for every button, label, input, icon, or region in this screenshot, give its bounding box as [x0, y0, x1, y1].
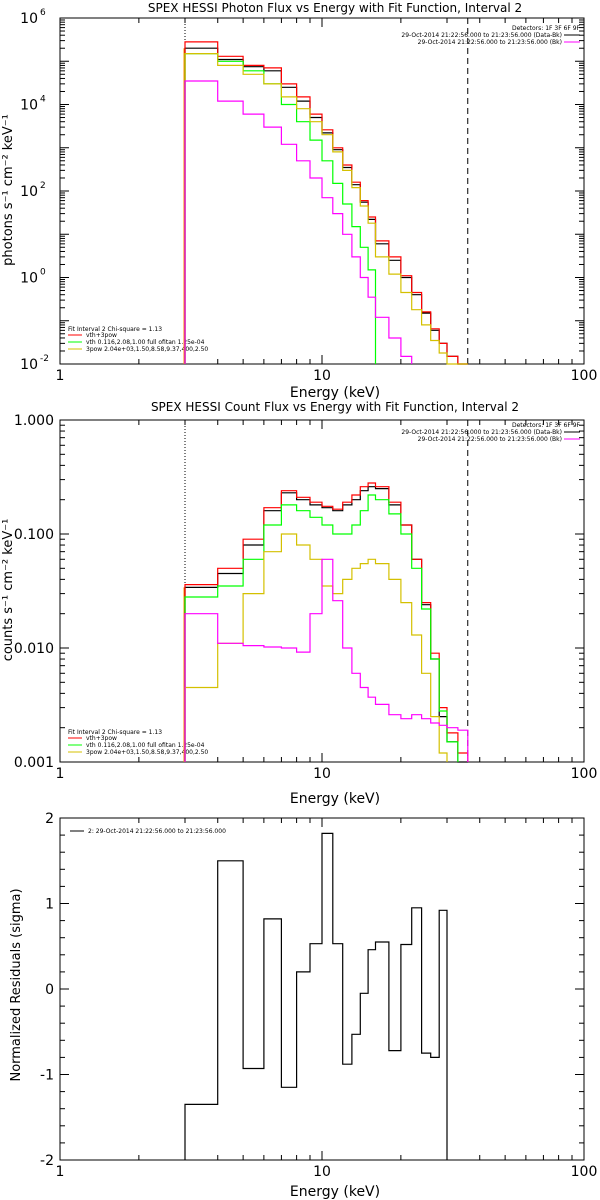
y-tick-label: -2: [40, 1153, 54, 1169]
series-bk: [184, 80, 413, 364]
photon-data-bk-label: 29-Oct-2014 21:22:56.000 to 21:23:56.000…: [401, 32, 562, 39]
y-tick-label: 0: [45, 982, 54, 998]
count-header-legend: Detectors: 1F 3F 6F 9F 29-Oct-2014 21:22…: [401, 422, 580, 443]
count-fit-total-label: vth+3pow: [86, 735, 117, 742]
residual-ylabel: Normalized Residuals (sigma): [9, 888, 24, 1081]
series-data-bk: [184, 486, 468, 763]
photon-fit-pow-label: 3pow 2.04e+03,1.50,8.58,9.37,400,2.50: [86, 346, 208, 353]
y-tick-label: -1: [40, 1068, 54, 1084]
series-bk: [184, 558, 469, 762]
residual-legend: 2: 29-Oct-2014 21:22:56.000 to 21:23:56.…: [70, 828, 226, 835]
series-vth-3pow: [184, 41, 468, 365]
count-xlabel: Energy (keV): [290, 791, 380, 807]
y-tick-label: 0.100: [14, 527, 54, 543]
count-ylabel: counts s⁻¹ cm⁻² keV⁻¹: [1, 519, 16, 662]
count-title: SPEX HESSI Count Flux vs Energy with Fit…: [151, 400, 519, 414]
count-bk-label: 29-Oct-2014 21:22:56.000 to 21:23:56.000…: [418, 436, 562, 443]
series-vth: [184, 494, 459, 762]
y-tick-label: 10: [20, 357, 38, 373]
residual-legend-label: 2: 29-Oct-2014 21:22:56.000 to 21:23:56.…: [88, 828, 226, 835]
y-tick-label: 0.010: [14, 641, 54, 657]
photon-bk-label: 29-Oct-2014 21:22:56.000 to 21:23:56.000…: [418, 39, 562, 46]
y-tick-label: 10: [20, 98, 38, 114]
count-fit-legend: Fit Interval 2 Chi-square = 1.13 vth+3po…: [68, 729, 208, 756]
photon-fit-chi-label: Fit Interval 2 Chi-square = 1.13: [68, 326, 162, 333]
x-tick-label: 1: [56, 1164, 65, 1180]
x-tick-label: 100: [571, 766, 598, 782]
y-tick-label: 1.000: [14, 413, 54, 429]
photon-detectors-label: Detectors: 1F 3F 6F 9F: [512, 25, 581, 32]
x-tick-label: 10: [313, 766, 331, 782]
y-tick-label: 2: [45, 811, 54, 827]
photon-title: SPEX HESSI Photon Flux vs Energy with Fi…: [148, 1, 522, 15]
x-tick-label: 100: [571, 1164, 598, 1180]
series-3pow: [184, 533, 448, 762]
series-data-bk: [184, 47, 468, 365]
x-tick-label: 100: [571, 368, 598, 384]
residual-xlabel: Energy (keV): [290, 1184, 380, 1200]
x-tick-label: 1: [56, 766, 65, 782]
y-tick-exponent: 4: [40, 95, 46, 105]
photon-xlabel: Energy (keV): [290, 385, 380, 401]
count-data-bk-label: 29-Oct-2014 21:22:56.000 to 21:23:56.000…: [401, 429, 562, 436]
x-tick-label: 1: [56, 368, 65, 384]
y-tick-exponent: 2: [40, 181, 46, 191]
count-flux-plot: 1 10 100 1.000 0.100 0.010 0.001: [14, 413, 597, 782]
y-tick-label: 10: [20, 11, 38, 27]
x-tick-label: 10: [313, 1164, 331, 1180]
y-tick-exponent: 6: [40, 8, 46, 18]
y-tick-label: 1: [45, 897, 54, 913]
y-tick-exponent: 0: [40, 268, 46, 278]
count-detectors-label: Detectors: 1F 3F 6F 9F: [512, 422, 581, 429]
x-tick-label: 10: [313, 368, 331, 384]
photon-fit-vth-label: vth 0.116,2.08,1.00 full ofitan 1.25e-04: [86, 339, 205, 346]
count-fit-pow-label: 3pow 2.04e+03,1.50,8.58,9.37,400,2.50: [86, 749, 208, 756]
count-fit-vth-label: vth 0.116,2.08,1.00 full ofitan 1.25e-04: [86, 742, 205, 749]
series-vth-3pow: [184, 482, 469, 762]
series-vth: [184, 53, 377, 364]
photon-ylabel: photons s⁻¹ cm⁻² keV⁻¹: [1, 114, 16, 266]
count-fit-chi-label: Fit Interval 2 Chi-square = 1.13: [68, 729, 162, 736]
series-3pow: [184, 53, 468, 365]
y-tick-label: 0.001: [14, 755, 54, 771]
series-2-29-oct-2014-21-22-56-000-to-21-23-56-000: [184, 832, 448, 1160]
y-tick-label: 10: [20, 184, 38, 200]
photon-header-legend: Detectors: 1F 3F 6F 9F 29-Oct-2014 21:22…: [401, 25, 580, 46]
photon-fit-legend: Fit Interval 2 Chi-square = 1.13 vth+3po…: [68, 326, 208, 353]
y-tick-label: 10: [20, 271, 38, 287]
photon-fit-total-label: vth+3pow: [86, 332, 117, 339]
y-tick-exponent: -2: [40, 354, 49, 364]
